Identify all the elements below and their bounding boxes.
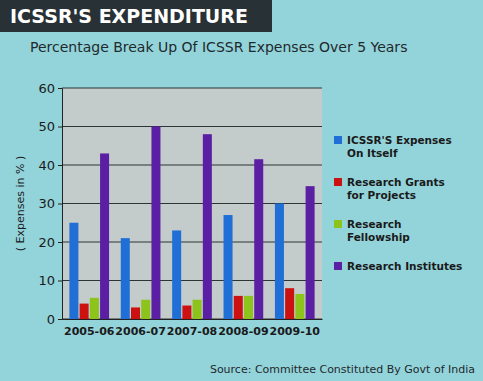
bar bbox=[203, 134, 212, 319]
bar bbox=[285, 288, 294, 319]
y-tick-label: 40 bbox=[38, 158, 55, 173]
y-tick: 60 bbox=[38, 81, 62, 96]
bar bbox=[306, 186, 315, 319]
x-tick: 2009-10 bbox=[270, 325, 321, 338]
y-tick: 50 bbox=[38, 119, 62, 134]
legend-swatch bbox=[334, 220, 342, 228]
y-tick: 40 bbox=[38, 158, 62, 173]
subtitle: Percentage Break Up Of ICSSR Expenses Ov… bbox=[30, 39, 407, 55]
legend-label: Research Institutes bbox=[347, 260, 462, 272]
y-tick: 10 bbox=[38, 273, 62, 288]
y-tick: 30 bbox=[38, 196, 62, 211]
y-tick-mark bbox=[58, 165, 62, 166]
plot-area bbox=[62, 88, 322, 319]
bar bbox=[295, 294, 304, 319]
y-tick-mark bbox=[58, 88, 62, 89]
chart: ICSSR'S EXPENDITURE Percentage Break Up O… bbox=[0, 0, 483, 381]
x-tick: 2006-07 bbox=[115, 325, 166, 338]
x-tick: 2007-08 bbox=[167, 325, 218, 338]
x-tick-label: 2006-07 bbox=[115, 325, 166, 338]
x-axis-line bbox=[63, 319, 323, 320]
y-tick-mark bbox=[58, 281, 62, 282]
y-tick-label: 0 bbox=[47, 312, 55, 327]
bar bbox=[69, 223, 78, 319]
x-tick-label: 2007-08 bbox=[167, 325, 218, 338]
x-tick: 2005-06 bbox=[64, 325, 115, 338]
bar bbox=[182, 306, 191, 319]
bar bbox=[254, 159, 263, 319]
bar bbox=[234, 296, 243, 319]
y-tick-label: 50 bbox=[38, 119, 55, 134]
legend: ICSSR'S Expenses On Itself Research Grant… bbox=[334, 134, 462, 272]
bar bbox=[151, 127, 160, 320]
bar bbox=[100, 153, 109, 319]
legend-label: ICSSR'S Expenses On Itself bbox=[347, 134, 455, 159]
bar bbox=[193, 300, 202, 319]
bar bbox=[275, 204, 284, 320]
y-tick: 0 bbox=[47, 312, 62, 327]
legend-swatch bbox=[334, 262, 342, 270]
y-axis-line bbox=[58, 89, 63, 320]
legend-label: Research Fellowship bbox=[347, 218, 410, 243]
legend-swatch bbox=[334, 136, 342, 144]
title-box bbox=[0, 0, 272, 32]
y-tick: 20 bbox=[38, 235, 62, 250]
y-tick-label: 30 bbox=[38, 196, 55, 211]
bar bbox=[80, 304, 89, 319]
y-tick-mark bbox=[58, 319, 62, 320]
source: Source: Committee Constituted By Govt of… bbox=[210, 363, 475, 376]
background bbox=[0, 0, 483, 381]
bar bbox=[131, 307, 140, 319]
y-tick-mark bbox=[58, 127, 62, 128]
bar bbox=[244, 296, 253, 319]
x-axis: 2005-062006-072007-082008-092009-10 bbox=[63, 320, 323, 339]
x-tick-label: 2005-06 bbox=[64, 325, 115, 338]
grid-line bbox=[62, 88, 322, 89]
grid bbox=[62, 88, 322, 319]
y-tick-label: 10 bbox=[38, 273, 55, 288]
bar bbox=[141, 300, 150, 319]
y-tick-mark bbox=[58, 242, 62, 243]
x-tick: 2008-09 bbox=[218, 325, 269, 338]
grid-line bbox=[62, 126, 322, 127]
bar bbox=[172, 230, 181, 319]
bar bbox=[121, 238, 130, 319]
y-axis-title: ( Expenses in % ) bbox=[14, 156, 27, 251]
y-axis: 0 10 20 30 40 50 60 bbox=[38, 81, 62, 327]
y-tick-mark bbox=[58, 204, 62, 205]
y-tick-label: 60 bbox=[38, 81, 55, 96]
bars bbox=[69, 127, 314, 320]
title: ICSSR'S EXPENDITURE bbox=[10, 5, 248, 27]
x-tick-label: 2009-10 bbox=[270, 325, 321, 338]
legend-label: Research Grants for Projects bbox=[347, 176, 448, 201]
bar bbox=[90, 298, 99, 319]
x-tick-label: 2008-09 bbox=[218, 325, 269, 338]
y-tick-label: 20 bbox=[38, 235, 55, 250]
legend-swatch bbox=[334, 178, 342, 186]
bar bbox=[224, 215, 233, 319]
